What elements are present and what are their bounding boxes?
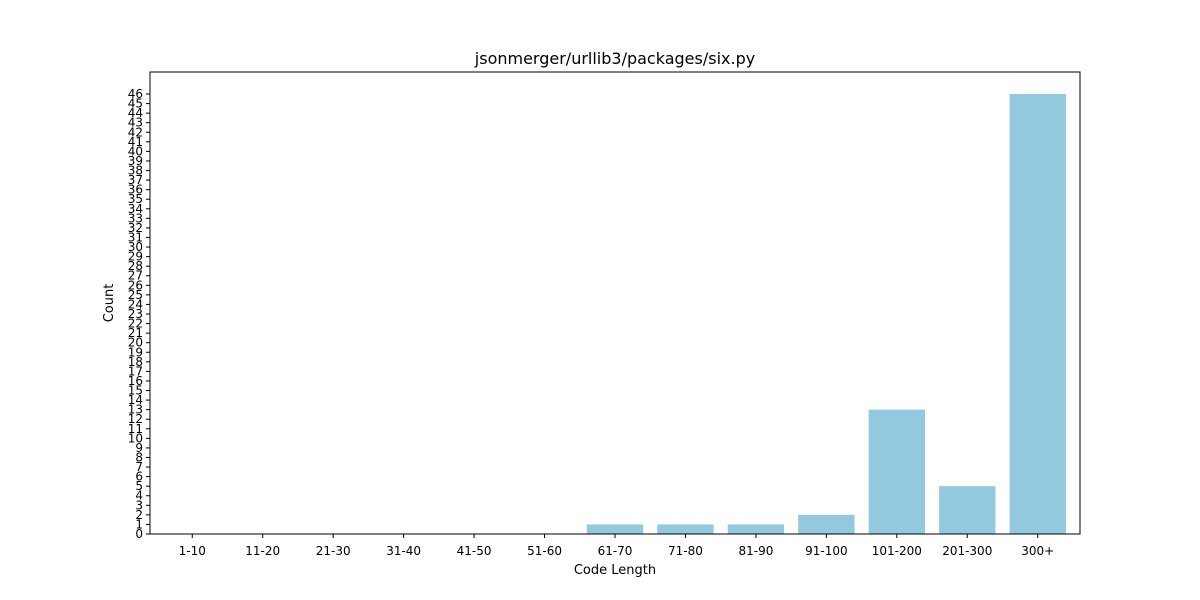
y-tick-label: 36 bbox=[128, 183, 143, 197]
x-tick-label: 31-40 bbox=[386, 544, 421, 558]
y-tick-label: 32 bbox=[128, 221, 143, 235]
y-tick-label: 13 bbox=[128, 403, 143, 417]
bars-group bbox=[586, 94, 1066, 534]
y-tick-label: 7 bbox=[135, 460, 143, 474]
y-tick-label: 6 bbox=[135, 470, 143, 484]
y-tick-label: 33 bbox=[128, 211, 143, 225]
y-axis-title: Count bbox=[102, 284, 117, 323]
y-tick-label: 43 bbox=[128, 116, 143, 130]
bar-71-80 bbox=[657, 524, 714, 534]
y-tick-label: 17 bbox=[128, 364, 143, 378]
plot-frame bbox=[149, 71, 1081, 535]
y-tick-label: 27 bbox=[128, 269, 143, 283]
x-axis-ticks: 1-10 11-20 21-30 31-40 41-50 51-60 61-70 71-80 8… bbox=[179, 534, 1054, 558]
y-tick-label: 14 bbox=[128, 393, 143, 407]
bar-201-300 bbox=[939, 486, 996, 534]
y-tick-label: 35 bbox=[128, 192, 143, 206]
y-tick-label: 18 bbox=[128, 355, 143, 369]
bar-300+ bbox=[1009, 94, 1066, 534]
y-tick-label: 34 bbox=[128, 202, 143, 216]
y-axis-ticks: 0123456789101112131415161718192021222324… bbox=[128, 87, 150, 541]
y-tick-label: 37 bbox=[128, 173, 143, 187]
y-tick-label: 15 bbox=[128, 384, 143, 398]
y-tick-label: 46 bbox=[128, 87, 143, 101]
y-tick-label: 20 bbox=[128, 336, 143, 350]
y-tick-label: 0 bbox=[135, 527, 143, 541]
x-tick-label: 21-30 bbox=[316, 544, 351, 558]
x-tick-label: 201-300 bbox=[942, 544, 992, 558]
y-tick-label: 5 bbox=[135, 479, 143, 493]
y-tick-label: 12 bbox=[128, 412, 143, 426]
y-tick-label: 11 bbox=[128, 422, 143, 436]
x-tick-label: 71-80 bbox=[668, 544, 703, 558]
y-tick-label: 30 bbox=[128, 240, 143, 254]
y-tick-label: 16 bbox=[128, 374, 143, 388]
x-tick-label: 1-10 bbox=[179, 544, 206, 558]
x-tick-label: 11-20 bbox=[245, 544, 280, 558]
y-tick-label: 45 bbox=[128, 97, 143, 111]
bar-91-100 bbox=[798, 514, 855, 534]
x-tick-label: 91-100 bbox=[805, 544, 848, 558]
bar-81-90 bbox=[727, 524, 785, 534]
y-tick-label: 42 bbox=[128, 125, 143, 139]
bar-101-200 bbox=[868, 409, 925, 534]
y-tick-label: 10 bbox=[128, 431, 143, 445]
y-tick-label: 24 bbox=[128, 297, 143, 311]
y-tick-label: 31 bbox=[128, 230, 143, 244]
y-tick-label: 3 bbox=[135, 498, 143, 512]
x-tick-label: 41-50 bbox=[457, 544, 492, 558]
y-tick-label: 8 bbox=[135, 450, 143, 464]
y-tick-label: 2 bbox=[135, 508, 143, 522]
y-tick-label: 29 bbox=[128, 250, 143, 264]
y-tick-label: 40 bbox=[128, 144, 143, 158]
x-tick-label: 300+ bbox=[1021, 544, 1054, 558]
bar-61-70 bbox=[586, 524, 644, 534]
y-tick-label: 4 bbox=[135, 489, 143, 503]
y-tick-label: 22 bbox=[128, 317, 143, 331]
y-tick-label: 1 bbox=[135, 517, 143, 531]
x-axis-title: Code Length bbox=[574, 563, 656, 578]
y-tick-label: 23 bbox=[128, 307, 143, 321]
y-tick-label: 9 bbox=[135, 441, 143, 455]
y-tick-label: 38 bbox=[128, 164, 143, 178]
x-tick-label: 61-70 bbox=[598, 544, 633, 558]
chart-title: jsonmerger/urllib3/packages/six.py bbox=[474, 49, 755, 68]
y-tick-label: 19 bbox=[128, 345, 143, 359]
x-tick-label: 51-60 bbox=[527, 544, 562, 558]
y-tick-label: 28 bbox=[128, 259, 143, 273]
y-tick-label: 41 bbox=[128, 135, 143, 149]
y-tick-label: 39 bbox=[128, 154, 143, 168]
y-tick-label: 26 bbox=[128, 278, 143, 292]
y-tick-label: 44 bbox=[128, 106, 143, 120]
y-tick-label: 25 bbox=[128, 288, 143, 302]
x-tick-label: 81-90 bbox=[738, 544, 773, 558]
y-tick-label: 21 bbox=[128, 326, 143, 340]
x-tick-label: 101-200 bbox=[872, 544, 922, 558]
